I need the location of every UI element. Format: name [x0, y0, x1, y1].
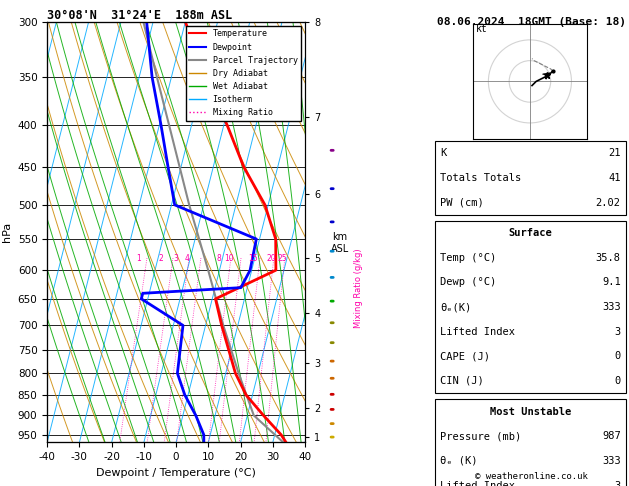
Legend: Temperature, Dewpoint, Parcel Trajectory, Dry Adiabat, Wet Adiabat, Isotherm, Mi: Temperature, Dewpoint, Parcel Trajectory… — [186, 26, 301, 121]
Text: PW (cm): PW (cm) — [440, 197, 484, 208]
Text: 3: 3 — [174, 254, 178, 262]
Text: Surface: Surface — [509, 228, 552, 238]
Text: CAPE (J): CAPE (J) — [440, 351, 491, 361]
Text: 25: 25 — [277, 254, 287, 262]
Text: 0: 0 — [615, 376, 621, 386]
Text: Pressure (mb): Pressure (mb) — [440, 431, 521, 441]
Text: 41: 41 — [608, 173, 621, 183]
Text: 20: 20 — [266, 254, 276, 262]
Text: 333: 333 — [602, 302, 621, 312]
Text: 2.02: 2.02 — [596, 197, 621, 208]
Y-axis label: hPa: hPa — [2, 222, 12, 242]
Text: © weatheronline.co.uk: © weatheronline.co.uk — [475, 472, 588, 481]
Text: Temp (°C): Temp (°C) — [440, 253, 497, 263]
Text: θₑ(K): θₑ(K) — [440, 302, 472, 312]
Text: Dewp (°C): Dewp (°C) — [440, 278, 497, 287]
Text: 987: 987 — [602, 431, 621, 441]
Text: 3: 3 — [615, 327, 621, 337]
Text: 0: 0 — [615, 351, 621, 361]
Bar — [435, 399, 626, 486]
Text: Lifted Index: Lifted Index — [440, 481, 515, 486]
Text: 3: 3 — [615, 481, 621, 486]
Text: 10: 10 — [224, 254, 234, 262]
Text: 333: 333 — [602, 456, 621, 466]
Text: 4: 4 — [185, 254, 189, 262]
Text: θₑ (K): θₑ (K) — [440, 456, 478, 466]
Text: 8: 8 — [217, 254, 221, 262]
Bar — [435, 141, 626, 215]
Text: 08.06.2024  18GMT (Base: 18): 08.06.2024 18GMT (Base: 18) — [437, 17, 626, 27]
Text: kt: kt — [476, 23, 487, 34]
Text: Lifted Index: Lifted Index — [440, 327, 515, 337]
Text: 35.8: 35.8 — [596, 253, 621, 263]
Text: K: K — [440, 148, 447, 158]
X-axis label: Dewpoint / Temperature (°C): Dewpoint / Temperature (°C) — [96, 468, 256, 478]
Y-axis label: km
ASL: km ASL — [331, 232, 349, 254]
Text: 30°08'N  31°24'E  188m ASL: 30°08'N 31°24'E 188m ASL — [47, 9, 233, 22]
Text: 15: 15 — [248, 254, 258, 262]
Text: Most Unstable: Most Unstable — [490, 407, 571, 417]
Text: 1: 1 — [136, 254, 141, 262]
Text: Totals Totals: Totals Totals — [440, 173, 521, 183]
Text: 2: 2 — [159, 254, 164, 262]
Bar — [435, 221, 626, 393]
Text: CIN (J): CIN (J) — [440, 376, 484, 386]
Text: 9.1: 9.1 — [602, 278, 621, 287]
Text: 21: 21 — [608, 148, 621, 158]
